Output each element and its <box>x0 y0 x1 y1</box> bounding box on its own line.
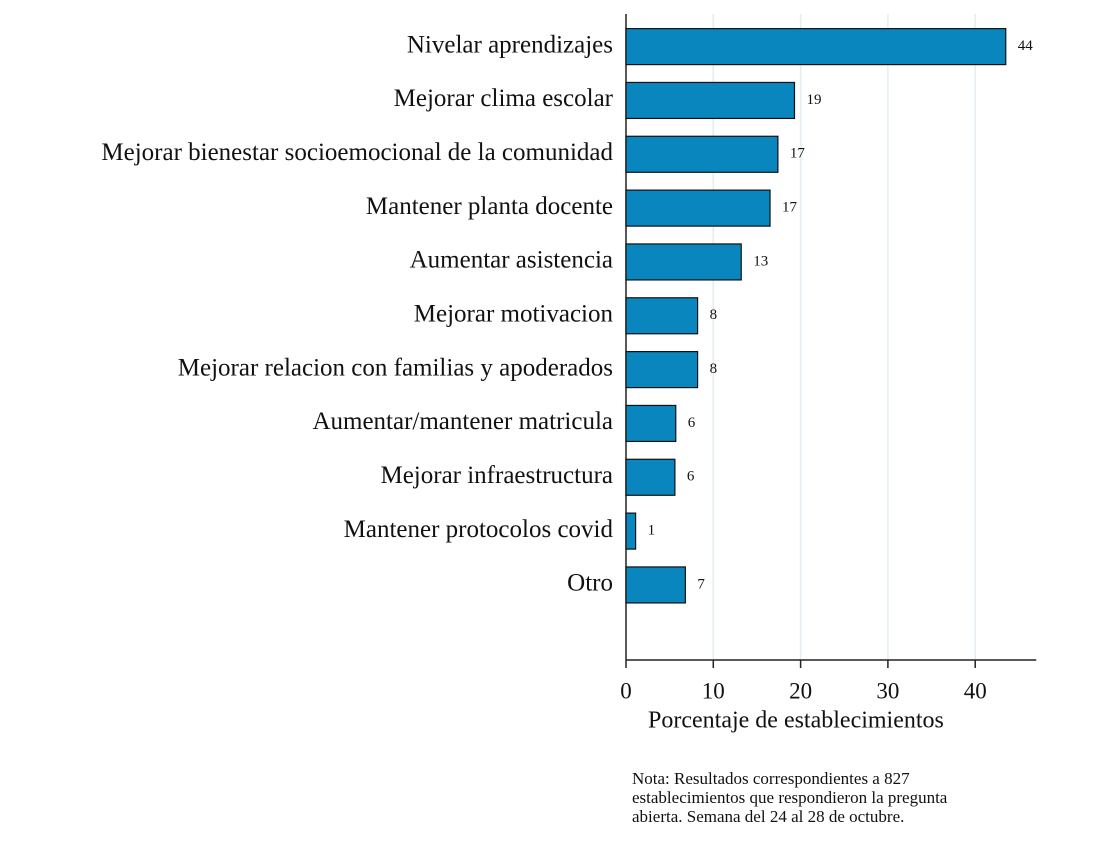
y-tick-label: Aumentar/mantener matricula <box>312 408 613 435</box>
x-tick-label: 40 <box>964 678 987 703</box>
value-label: 13 <box>753 253 768 269</box>
bar <box>625 243 742 281</box>
x-tick-label: 20 <box>789 678 812 703</box>
value-label: 6 <box>687 469 695 485</box>
bar <box>625 404 677 443</box>
y-tick-label: Mantener planta docente <box>366 193 613 220</box>
value-label: 8 <box>710 307 718 323</box>
x-tick-label: 0 <box>620 678 632 703</box>
note: Nota: Resultados correspondientes a 827 <box>632 769 910 788</box>
y-tick-label: Aumentar asistencia <box>410 247 613 274</box>
x-tick-label: 30 <box>876 678 899 703</box>
value-label: 17 <box>782 200 798 216</box>
value-label: 1 <box>648 523 656 539</box>
value-label: 8 <box>710 361 718 377</box>
bar <box>625 566 686 604</box>
x-tick-label: 10 <box>702 678 725 703</box>
bar <box>625 28 1007 66</box>
bar <box>625 512 637 550</box>
value-label: 7 <box>697 576 705 592</box>
value-label: 6 <box>688 415 696 431</box>
bar <box>625 81 796 120</box>
y-tick-label: Mantener protocolos covid <box>344 516 614 543</box>
value-label: 44 <box>1018 38 1034 54</box>
y-tick-label: Mejorar infraestructura <box>380 462 613 489</box>
y-tick-label: Mejorar relacion con familias y apoderad… <box>178 354 613 381</box>
note: abierta. Semana del 24 al 28 de octubre. <box>632 807 904 826</box>
y-tick-label: Otro <box>567 570 613 597</box>
value-label: 17 <box>790 146 806 162</box>
bar <box>625 189 771 227</box>
bar <box>625 135 779 173</box>
y-tick-label: Mejorar bienestar socioemocional de la c… <box>101 139 613 166</box>
value-label: 19 <box>806 92 821 108</box>
note: establecimientos que respondieron la pre… <box>632 788 948 807</box>
y-tick-label: Mejorar motivacion <box>414 301 614 328</box>
bar <box>625 297 699 335</box>
y-tick-label: Nivelar aprendizajes <box>407 31 613 58</box>
y-tick-label: Mejorar clima escolar <box>394 85 614 112</box>
bar <box>625 351 699 389</box>
x-axis-label: Porcentaje de establecimientos <box>648 708 944 734</box>
bar <box>625 458 676 496</box>
